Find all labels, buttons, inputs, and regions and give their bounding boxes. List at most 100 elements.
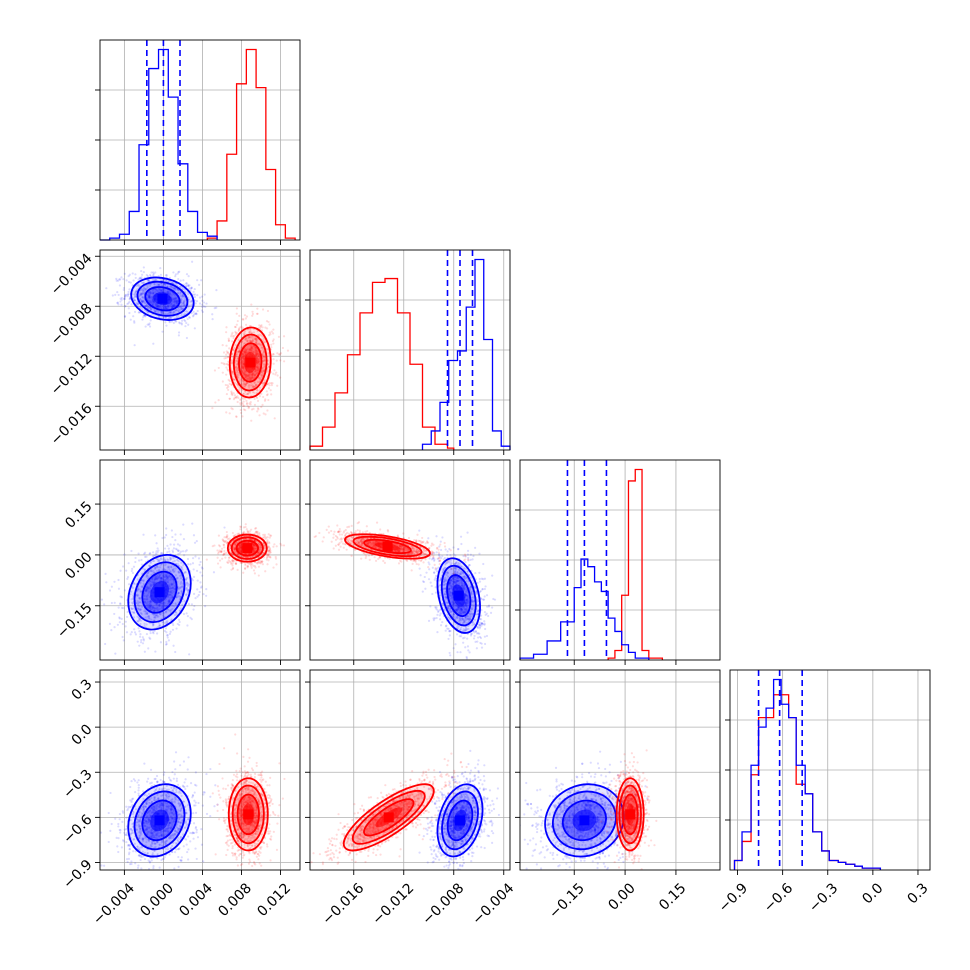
sample-point [186, 310, 189, 314]
sample-point [152, 607, 155, 610]
sample-point [232, 398, 236, 401]
sample-point [228, 560, 231, 563]
sample-point [139, 608, 142, 611]
sample-point [110, 601, 113, 605]
sample-point [172, 321, 175, 325]
sample-point [140, 612, 143, 616]
sample-point [232, 378, 235, 381]
sample-point [122, 288, 125, 292]
sample-point [144, 587, 147, 590]
sample-point [247, 407, 250, 410]
sample-point [153, 609, 156, 613]
sample-point [247, 336, 251, 340]
sample-point [156, 575, 159, 578]
sample-point [155, 550, 158, 553]
sample-point [161, 568, 164, 571]
sample-point [231, 340, 234, 343]
sample-point [144, 301, 147, 304]
sample-point [171, 568, 175, 572]
sample-point [234, 330, 237, 333]
density-contour [141, 570, 178, 614]
sample-point [270, 346, 273, 349]
sample-point [171, 287, 174, 290]
x-tick-label: 0.0 [859, 880, 886, 907]
sample-point [157, 290, 160, 293]
sample-point [262, 350, 266, 354]
sample-point [255, 337, 258, 341]
sample-point [147, 587, 150, 590]
sample-point [234, 396, 238, 399]
sample-point [179, 291, 182, 294]
sample-point [231, 408, 234, 411]
sample-point [236, 370, 239, 373]
sample-point [444, 548, 447, 551]
sample-point [127, 583, 131, 586]
sample-point [177, 587, 180, 590]
sample-point [175, 316, 178, 319]
sample-point [471, 558, 474, 561]
sample-point [235, 323, 238, 326]
sample-point [230, 552, 233, 555]
sample-point [172, 567, 175, 570]
sample-point [235, 312, 238, 315]
sample-point [187, 284, 190, 288]
sample-point [169, 590, 172, 593]
sample-point [156, 306, 159, 309]
sample-point [172, 547, 176, 550]
sample-point [255, 347, 258, 350]
sample-point [164, 305, 167, 308]
sample-point [133, 321, 136, 324]
sample-point [270, 393, 273, 396]
sample-point [272, 338, 275, 341]
sample-point [246, 565, 249, 568]
sample-point [149, 552, 152, 555]
sample-point [193, 288, 196, 291]
sample-point [235, 541, 239, 544]
sample-point [171, 607, 174, 610]
sample-point [240, 360, 244, 363]
sample-point [178, 322, 181, 325]
sample-point [149, 306, 152, 309]
sample-point [174, 539, 177, 542]
sample-point [256, 352, 260, 355]
sample-point [167, 576, 170, 579]
sample-point [170, 583, 173, 586]
sample-point [262, 351, 265, 355]
sample-point [261, 326, 264, 329]
sample-point [250, 346, 253, 349]
sample-point [211, 407, 214, 410]
sample-point [161, 620, 165, 624]
density-contour [228, 326, 272, 399]
sample-point [146, 323, 149, 326]
sample-point [183, 304, 186, 307]
sample-point [205, 588, 208, 591]
sample-point [174, 602, 177, 605]
sample-point [250, 377, 253, 380]
sample-point [225, 551, 228, 554]
sample-point [131, 284, 134, 287]
sample-point [167, 566, 171, 569]
sample-point [169, 570, 172, 573]
sample-point [158, 306, 161, 309]
sample-point [234, 343, 237, 347]
sample-point [179, 586, 182, 589]
sample-point [263, 341, 267, 344]
sample-point [173, 559, 176, 563]
sample-point [191, 315, 195, 318]
sample-point [156, 311, 160, 314]
sample-point [256, 410, 259, 413]
sample-point [128, 311, 131, 315]
sample-point [255, 356, 259, 360]
sample-point [175, 288, 178, 291]
sample-point [141, 296, 144, 299]
sample-point [237, 346, 240, 350]
sample-point [235, 307, 238, 310]
sample-point [153, 308, 156, 311]
sample-point [178, 305, 181, 308]
sample-point [144, 325, 147, 328]
sample-point [148, 602, 152, 605]
sample-point [156, 578, 159, 581]
sample-point [148, 325, 152, 328]
sample-point [123, 272, 126, 275]
sample-point [141, 299, 144, 302]
